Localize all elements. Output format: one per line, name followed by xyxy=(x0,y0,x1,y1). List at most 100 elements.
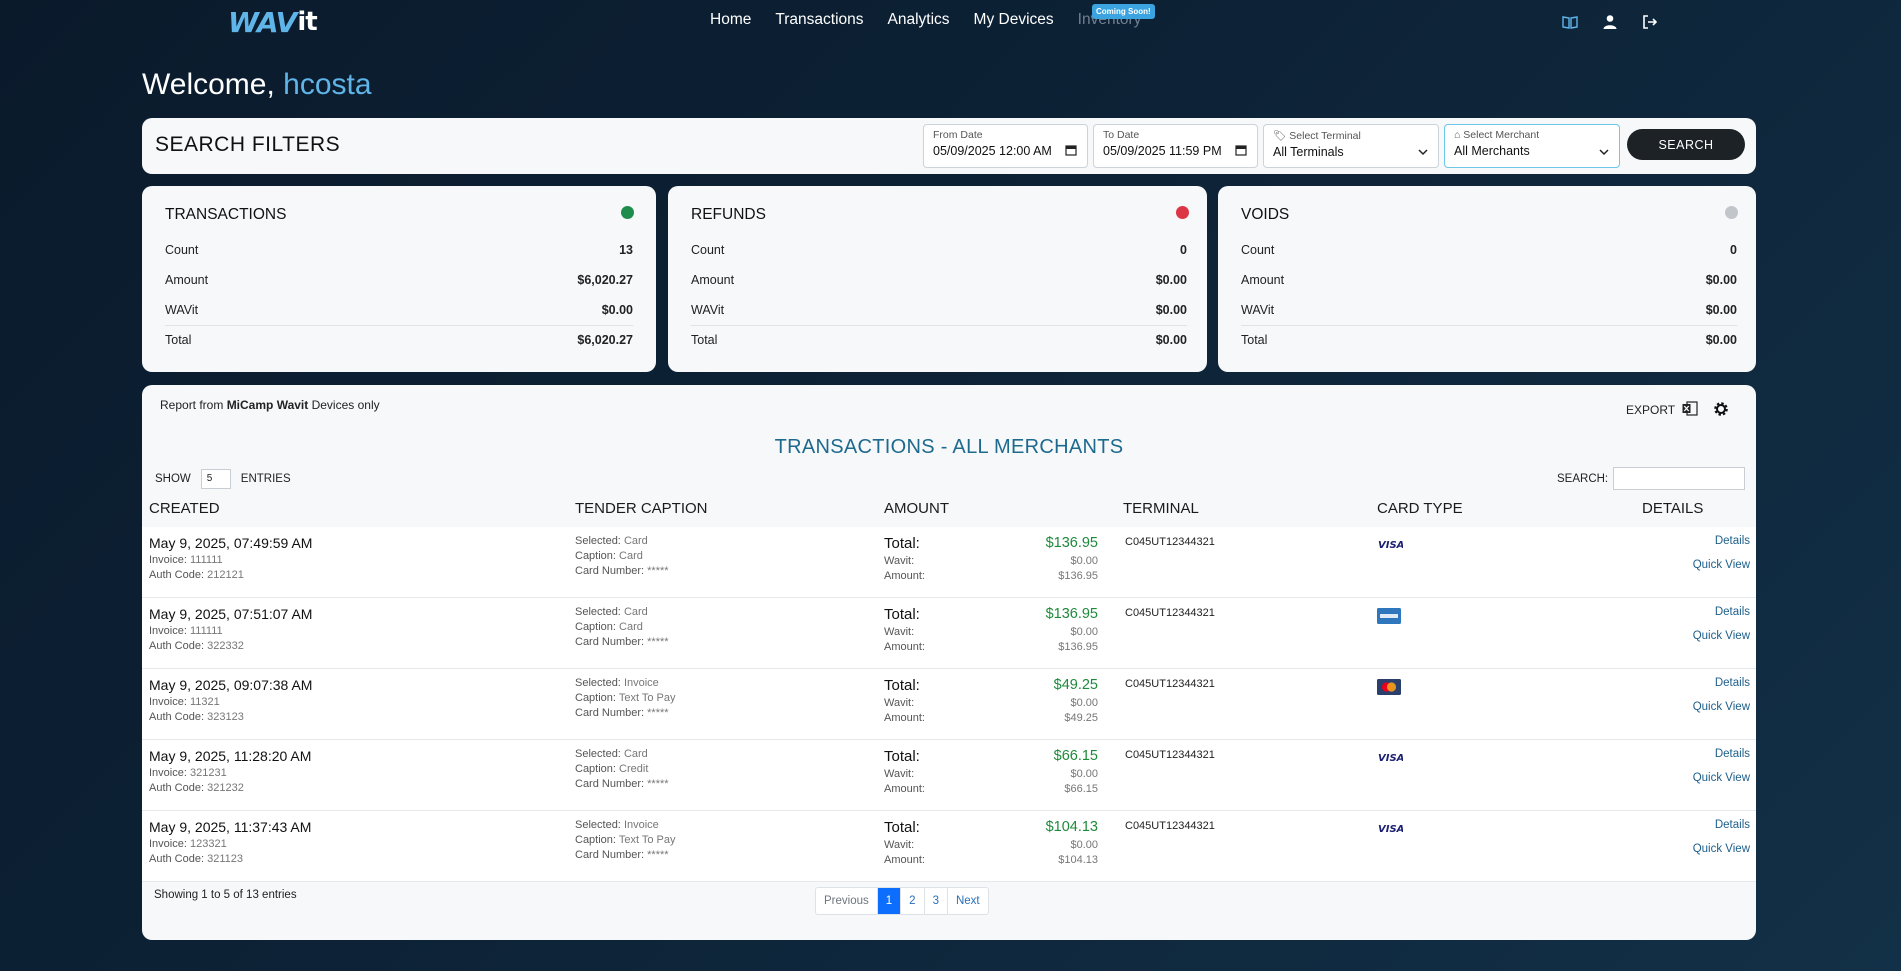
selected-label: Selected: xyxy=(575,606,621,618)
quick-view-link[interactable]: Quick View xyxy=(1692,559,1750,571)
created-date: May 9, 2025, 11:37:43 AM xyxy=(149,819,312,835)
pagination-page-3[interactable]: 3 xyxy=(925,888,948,914)
status-dot xyxy=(1725,206,1738,219)
wavit-label: Wavit: xyxy=(884,626,915,638)
card-number-label: Card Number: xyxy=(575,565,645,577)
col-header-details[interactable]: DETAILS xyxy=(1642,500,1704,517)
auth-code-value: 321123 xyxy=(207,853,243,865)
selected-label: Selected: xyxy=(575,535,621,547)
logout-icon[interactable] xyxy=(1640,12,1660,32)
terminal-id: C045UT12344321 xyxy=(1125,820,1215,832)
total-label: Total xyxy=(1241,333,1268,347)
table-search-input[interactable] xyxy=(1613,467,1745,490)
logo-tail: it xyxy=(297,7,317,37)
total-label: Total: xyxy=(884,535,920,552)
details-link[interactable]: Details xyxy=(1714,677,1750,689)
user-icon[interactable] xyxy=(1600,12,1620,32)
export-label: EXPORT xyxy=(1626,403,1676,417)
report-note-bold: MiCamp Wavit xyxy=(226,398,309,412)
caption-value: Text To Pay xyxy=(618,834,676,846)
quick-view-link[interactable]: Quick View xyxy=(1692,843,1750,855)
invoice-value: 11321 xyxy=(189,696,220,708)
amount-label: Amount xyxy=(1241,273,1285,287)
amount-value: $49.25 xyxy=(1064,712,1098,724)
terminal-select-value: All Terminals xyxy=(1273,145,1344,159)
card-number-value: ***** xyxy=(647,565,669,577)
invoice-label: Invoice: xyxy=(149,767,187,779)
status-dot xyxy=(621,206,634,219)
amount-value: $6,020.27 xyxy=(577,273,633,287)
created-date: May 9, 2025, 09:07:38 AM xyxy=(149,677,313,693)
show-label: SHOW xyxy=(155,473,191,485)
pagination-page-1[interactable]: 1 xyxy=(877,888,902,914)
col-header-amount[interactable]: AMOUNT xyxy=(884,500,949,517)
details-link[interactable]: Details xyxy=(1714,748,1750,760)
refunds-summary-card: REFUNDS Count 0 Amount $0.00 WAVit $0.00 To… xyxy=(668,186,1207,372)
amount-value: $136.95 xyxy=(1058,570,1098,582)
terminal-id: C045UT12344321 xyxy=(1125,536,1215,548)
auth-code-value: 321232 xyxy=(207,782,244,794)
details-link[interactable]: Details xyxy=(1714,819,1750,831)
book-icon[interactable] xyxy=(1560,12,1580,32)
caption-value: Card xyxy=(619,621,643,633)
pagination-previous[interactable]: Previous xyxy=(816,888,878,914)
nav-home[interactable]: Home xyxy=(710,11,752,28)
col-header-tender-caption[interactable]: TENDER CAPTION xyxy=(575,500,708,517)
mastercard-card-icon xyxy=(1377,679,1401,700)
caption-value: Text To Pay xyxy=(618,692,676,704)
merchant-select-label-row: ⌂ Select Merchant xyxy=(1454,129,1610,141)
wavit-value: $0.00 xyxy=(1705,303,1737,317)
total-label: Total: xyxy=(884,677,920,694)
pagination-next[interactable]: Next xyxy=(955,895,980,907)
merchant-select[interactable]: ⌂ Select Merchant All Merchants xyxy=(1444,124,1620,168)
to-date-field[interactable]: To Date 05/09/2025 11:59 PM xyxy=(1093,124,1258,168)
details-link[interactable]: Details xyxy=(1714,535,1750,547)
gear-icon[interactable] xyxy=(1712,400,1730,423)
auth-code-label: Auth Code: xyxy=(149,711,205,723)
quick-view-link[interactable]: Quick View xyxy=(1692,630,1750,642)
store-icon: ⌂ xyxy=(1454,129,1461,141)
wavit-value: $0.00 xyxy=(1070,697,1098,709)
transactions-summary-card: TRANSACTIONS Count 13 Amount $6,020.27 WAV… xyxy=(142,186,656,372)
quick-view-link[interactable]: Quick View xyxy=(1692,701,1750,713)
auth-code-value: 322332 xyxy=(207,640,244,652)
col-header-card-type[interactable]: CARD TYPE xyxy=(1377,500,1463,517)
table-search-label: SEARCH: xyxy=(1557,473,1609,485)
selected-label: Selected: xyxy=(575,748,621,760)
card-number-value: ***** xyxy=(647,636,669,648)
table-title: TRANSACTIONS - ALL MERCHANTS xyxy=(774,436,1124,458)
entries-input[interactable]: 5 xyxy=(200,469,231,489)
col-header-terminal[interactable]: TERMINAL xyxy=(1123,500,1199,517)
table-row: May 9, 2025, 09:07:38 AM Invoice: 11321 Au… xyxy=(142,669,1756,740)
created-date: May 9, 2025, 07:49:59 AM xyxy=(149,535,313,551)
count-label: Count xyxy=(1241,243,1275,257)
terminal-id: C045UT12344321 xyxy=(1125,607,1215,619)
search-filters-card: SEARCH FILTERS From Date 05/09/2025 12:0… xyxy=(142,118,1756,174)
selected-label: Selected: xyxy=(575,677,621,689)
quick-view-link[interactable]: Quick View xyxy=(1692,772,1750,784)
calendar-icon[interactable] xyxy=(1235,144,1247,159)
auth-code-value: 212121 xyxy=(207,569,244,581)
caption-value: Credit xyxy=(619,763,649,775)
card-number-value: ***** xyxy=(647,778,669,790)
export-button[interactable]: EXPORT xyxy=(1626,401,1698,419)
search-button[interactable]: SEARCH xyxy=(1627,129,1745,160)
total-label: Total xyxy=(165,333,192,347)
nav-transactions[interactable]: Transactions xyxy=(775,11,864,28)
details-link[interactable]: Details xyxy=(1714,606,1750,618)
from-date-field[interactable]: From Date 05/09/2025 12:00 AM xyxy=(923,124,1088,168)
summary-title: TRANSACTIONS xyxy=(165,206,287,223)
total-label: Total: xyxy=(884,819,920,836)
nav-my-devices[interactable]: My Devices xyxy=(973,11,1054,28)
caption-label: Caption: xyxy=(575,834,616,846)
calendar-icon[interactable] xyxy=(1065,144,1077,159)
pagination-page-2[interactable]: 2 xyxy=(901,888,925,914)
table-row: May 9, 2025, 07:51:07 AM Invoice: 111111 A… xyxy=(142,598,1756,669)
col-header-created[interactable]: CREATED xyxy=(149,500,220,517)
wavit-value: $0.00 xyxy=(1070,555,1098,567)
invoice-value: 111111 xyxy=(189,554,223,566)
total-label: Total: xyxy=(884,606,920,623)
wavit-logo[interactable]: WAV it xyxy=(228,5,318,39)
terminal-select[interactable]: 🏷︎ Select Terminal All Terminals xyxy=(1263,124,1439,168)
nav-analytics[interactable]: Analytics xyxy=(887,11,950,28)
